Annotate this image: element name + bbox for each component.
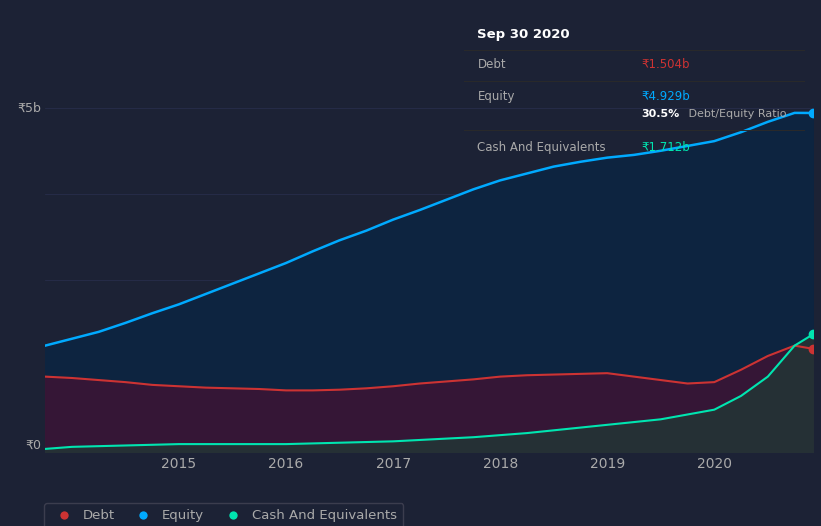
Text: Debt: Debt	[478, 58, 506, 72]
Legend: Debt, Equity, Cash And Equivalents: Debt, Equity, Cash And Equivalents	[44, 503, 403, 526]
Text: 30.5%: 30.5%	[641, 109, 679, 119]
Text: ₹5b: ₹5b	[17, 102, 41, 115]
Text: ₹4.929b: ₹4.929b	[641, 90, 690, 103]
Text: ₹1.712b: ₹1.712b	[641, 141, 690, 154]
Text: ₹0: ₹0	[25, 439, 41, 452]
Text: ₹1.504b: ₹1.504b	[641, 58, 690, 72]
Text: Debt/Equity Ratio: Debt/Equity Ratio	[686, 109, 787, 119]
Text: Equity: Equity	[478, 90, 515, 103]
Text: Cash And Equivalents: Cash And Equivalents	[478, 141, 606, 154]
Text: Sep 30 2020: Sep 30 2020	[478, 28, 570, 41]
